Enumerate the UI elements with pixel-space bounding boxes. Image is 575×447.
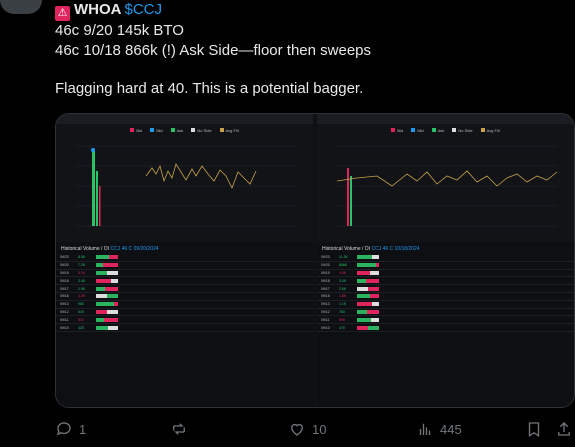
heart-icon <box>291 423 303 436</box>
chart-legend: Bid Mid Ask No Side Avg Fill <box>56 124 313 136</box>
post-line: 46c 10/18 866k (!) Ask Side—floor then s… <box>55 41 372 59</box>
reply-button[interactable]: 1 <box>55 420 86 438</box>
volume-chart-left <box>76 145 296 227</box>
history-table-left: Historical Volume / OI CCJ 46 C 09/20/20… <box>56 242 313 407</box>
chart-panel-left: Bid Mid Ask No Side Avg Fill Historical … <box>56 114 313 407</box>
volume-chart-right <box>336 145 558 227</box>
chart-legend: Bid Mid Ask No Side Avg Fill <box>317 124 574 136</box>
panel-toolbar <box>317 114 574 124</box>
reply-icon <box>56 422 71 436</box>
avatar[interactable] <box>0 0 42 14</box>
repost-button[interactable] <box>170 420 194 438</box>
post-line: 46c 9/20 145k BTO <box>55 22 184 39</box>
reply-count: 1 <box>79 421 87 437</box>
siren-icon: ⚠ <box>55 6 70 21</box>
repost-icon <box>173 423 185 435</box>
history-table-right: Historical Volume / OI CCJ 46 C 10/18/20… <box>317 242 574 407</box>
media-image[interactable]: Bid Mid Ask No Side Avg Fill Historical … <box>55 113 575 408</box>
view-count: 445 <box>440 421 462 437</box>
post-text: 46c 9/20 145k BTO 46c 10/18 866k (!) Ask… <box>55 21 371 99</box>
like-button[interactable]: 10 <box>288 420 326 438</box>
share-icon <box>558 422 570 436</box>
bookmark-icon <box>528 422 540 438</box>
panel-toolbar <box>56 114 313 124</box>
bar-chart-icon <box>419 423 431 435</box>
bookmark-button[interactable] <box>525 420 543 438</box>
author-name[interactable]: WHOA <box>74 1 122 18</box>
post-header: ⚠ WHOA $CCJ <box>55 1 162 21</box>
action-bar: 1 10 445 <box>55 416 573 440</box>
post-line: Flagging hard at 40. This is a potential… <box>55 80 364 97</box>
views-button[interactable]: 445 <box>416 420 462 438</box>
chart-panel-right: Bid Mid Ask No Side Avg Fill Historical … <box>317 114 574 407</box>
share-button[interactable] <box>555 420 573 438</box>
like-count: 10 <box>312 421 327 437</box>
cashtag-link[interactable]: $CCJ <box>124 1 163 18</box>
